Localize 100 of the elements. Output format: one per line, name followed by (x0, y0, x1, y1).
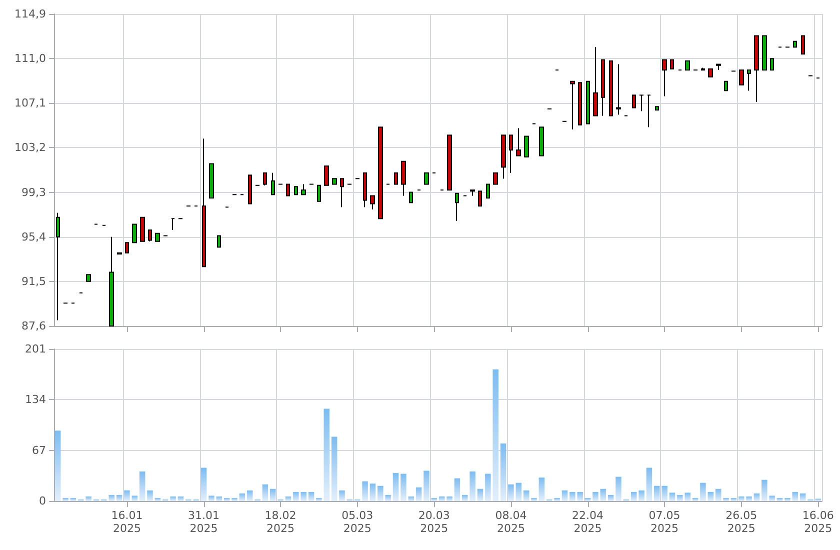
x-tick-label: 08.04 2025 (495, 509, 527, 535)
bar (378, 486, 384, 501)
candlestick (455, 192, 459, 222)
bar (592, 492, 598, 501)
bar (669, 492, 676, 501)
x-tick-label: 16.01 2025 (111, 509, 143, 535)
x-tick-label: 20.03 2025 (418, 509, 450, 535)
candlestick (324, 166, 329, 186)
candlestick (378, 126, 383, 220)
bar (492, 369, 498, 501)
bar (208, 496, 214, 501)
bar (154, 498, 161, 501)
bar (116, 494, 122, 501)
candlestick (86, 274, 91, 282)
candlestick (486, 184, 490, 198)
candlestick (516, 128, 521, 156)
candlestick (263, 172, 267, 186)
candlestick (670, 59, 674, 70)
bar (800, 493, 806, 501)
bar (324, 408, 330, 501)
candlestick (539, 126, 544, 156)
candlestick (317, 184, 321, 202)
candlestick (501, 134, 506, 180)
bar (339, 490, 345, 501)
candlestick (140, 216, 145, 242)
bar (178, 496, 184, 501)
bar (446, 496, 452, 501)
candlestick (148, 230, 152, 242)
candlestick (747, 70, 751, 92)
bar (531, 498, 537, 501)
candlestick (685, 60, 690, 70)
candlestick (155, 232, 160, 242)
bar (124, 490, 130, 501)
candlestick (801, 35, 805, 54)
bar (754, 493, 760, 501)
y-tick-label: 87,6 (22, 320, 46, 332)
bar (300, 492, 306, 501)
candlestick (724, 80, 728, 92)
bar (600, 488, 606, 501)
bar (677, 494, 683, 501)
bar (108, 494, 114, 501)
bar (416, 487, 422, 501)
candlestick (394, 172, 398, 185)
candlestick (478, 190, 482, 206)
x-tick-label: 05.03 2025 (342, 509, 374, 535)
candlestick (209, 163, 214, 198)
bar (700, 482, 706, 501)
y-tick-label: 103,2 (14, 141, 46, 154)
bar (462, 494, 468, 501)
bar (362, 481, 368, 501)
candlestick (609, 60, 613, 116)
candlestick (793, 40, 797, 48)
bar (500, 444, 506, 501)
bar (538, 478, 545, 501)
bar (762, 480, 768, 501)
bar (784, 498, 790, 501)
x-tick-label: 07.05 2025 (648, 509, 680, 535)
candlestick (370, 195, 375, 210)
y-tick-label: 134 (25, 393, 46, 406)
x-tick-label: 31.01 2025 (188, 509, 220, 535)
bar (554, 498, 560, 501)
bar (400, 474, 406, 501)
bar (730, 498, 737, 501)
bar (723, 498, 729, 501)
candlestick (171, 218, 175, 230)
bar (516, 482, 522, 501)
bar (616, 476, 622, 501)
candlestick (132, 224, 137, 244)
candlestick (424, 172, 429, 185)
bar (316, 498, 322, 501)
bar (562, 490, 568, 501)
y-tick-label: 67 (32, 444, 46, 457)
bar (424, 470, 430, 501)
candlestick (524, 136, 529, 158)
bar (746, 496, 752, 501)
bar (684, 492, 690, 501)
candlestick (570, 80, 575, 130)
bar (708, 492, 714, 501)
bar (270, 488, 276, 501)
bar (392, 473, 399, 501)
bar (285, 496, 292, 501)
bar (308, 492, 314, 501)
candlestick (662, 59, 667, 97)
y-tick-label: 99,3 (22, 186, 46, 199)
bar (224, 498, 230, 501)
candlestick (647, 94, 651, 128)
bar (570, 492, 576, 501)
bar (508, 484, 514, 501)
bar (523, 490, 530, 501)
candlestick (248, 174, 252, 204)
candlestick (639, 94, 644, 112)
x-tick-label: 26.05 2025 (726, 509, 758, 535)
y-tick-label: 91,5 (22, 274, 46, 288)
bar (232, 498, 238, 501)
candlestick (294, 186, 298, 196)
candlestick (601, 59, 605, 116)
bar (431, 498, 438, 501)
candlestick (754, 35, 759, 102)
candlestick (301, 184, 306, 196)
candlestick (109, 236, 114, 326)
